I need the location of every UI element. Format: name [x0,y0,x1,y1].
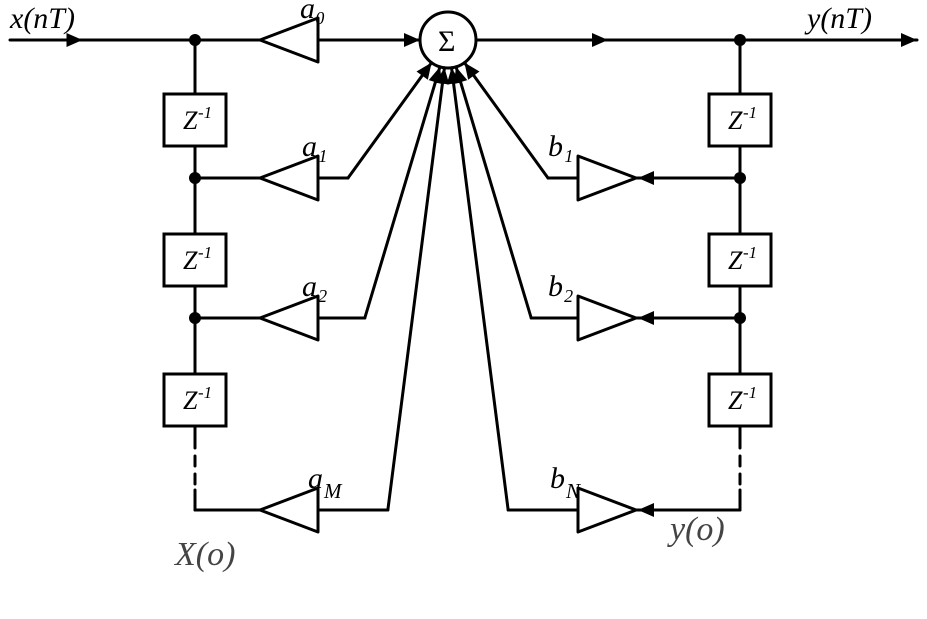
svg-text:Z: Z [728,246,743,275]
svg-text:Z: Z [183,106,198,135]
svg-text:Σ: Σ [438,25,455,58]
svg-text:y(o): y(o) [667,511,725,548]
svg-text:y(nT): y(nT) [804,2,872,35]
svg-text:X(o): X(o) [173,536,235,573]
svg-text:a₂: a₂ [302,270,327,303]
svg-text:b₂: b₂ [548,270,573,303]
svg-text:b: b [550,462,565,495]
svg-text:-1: -1 [743,243,757,262]
svg-text:x(nT): x(nT) [9,2,75,35]
svg-text:Z: Z [183,246,198,275]
svg-text:a: a [308,462,323,495]
svg-text:-1: -1 [198,243,212,262]
svg-text:Z: Z [183,386,198,415]
svg-text:Z: Z [728,106,743,135]
svg-text:Z: Z [728,386,743,415]
svg-text:a₀: a₀ [300,0,325,25]
svg-text:-1: -1 [198,383,212,402]
svg-text:-1: -1 [743,383,757,402]
svg-text:N: N [565,479,581,503]
svg-text:a₁: a₁ [302,130,327,163]
svg-text:M: M [323,479,343,503]
svg-text:-1: -1 [198,103,212,122]
svg-text:b₁: b₁ [548,130,573,163]
svg-text:-1: -1 [743,103,757,122]
